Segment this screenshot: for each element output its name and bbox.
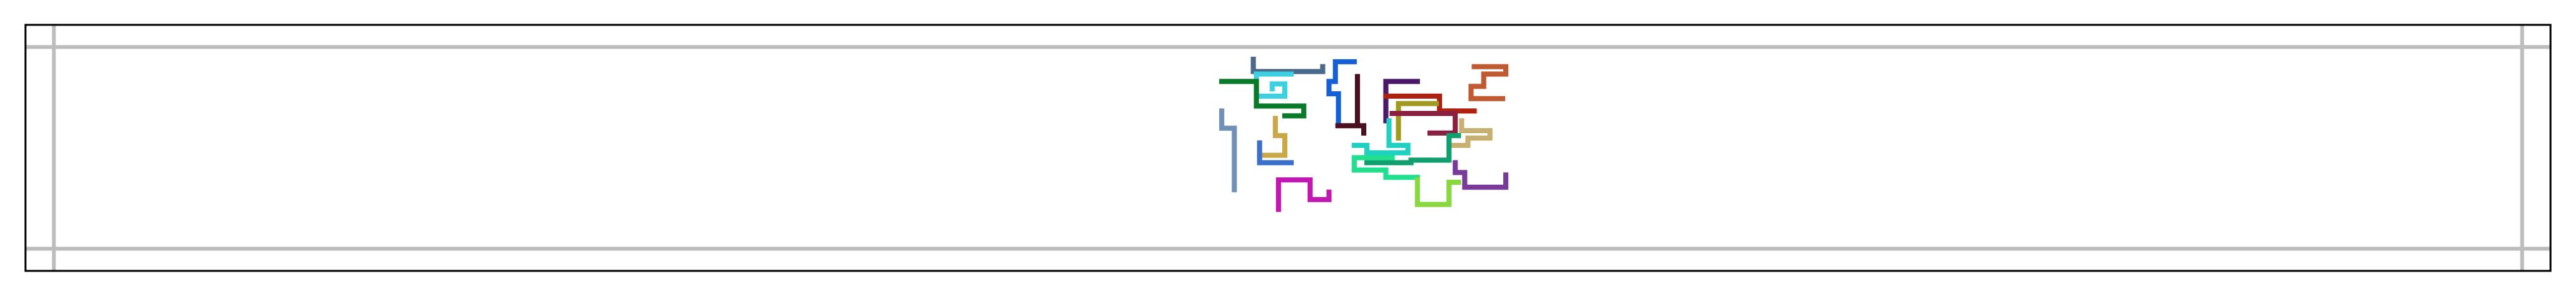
series-path-0	[1250, 57, 1326, 75]
series-path-8	[1396, 101, 1439, 141]
series-path-9	[1389, 111, 1458, 136]
series-path-5	[1335, 74, 1366, 136]
series-path-16	[1352, 155, 1420, 180]
grid-lines	[25, 25, 2551, 271]
series-path-14	[1364, 133, 1461, 166]
series-paths	[1219, 57, 1509, 212]
series-path-19	[1415, 177, 1461, 207]
series-path-18	[1276, 177, 1332, 212]
series-path-1	[1326, 59, 1357, 126]
series-path-11	[1449, 118, 1493, 148]
series-path-4	[1219, 78, 1306, 119]
series-path-6	[1383, 78, 1420, 124]
series-path-3	[1254, 71, 1294, 99]
series-path-12	[1260, 115, 1287, 158]
plot-frame	[24, 24, 2552, 272]
series-path-15	[1257, 140, 1294, 166]
series-path-17	[1452, 160, 1509, 190]
series-path-2	[1468, 64, 1509, 101]
series-path-13	[1219, 108, 1237, 192]
series-path-10	[1352, 118, 1411, 156]
